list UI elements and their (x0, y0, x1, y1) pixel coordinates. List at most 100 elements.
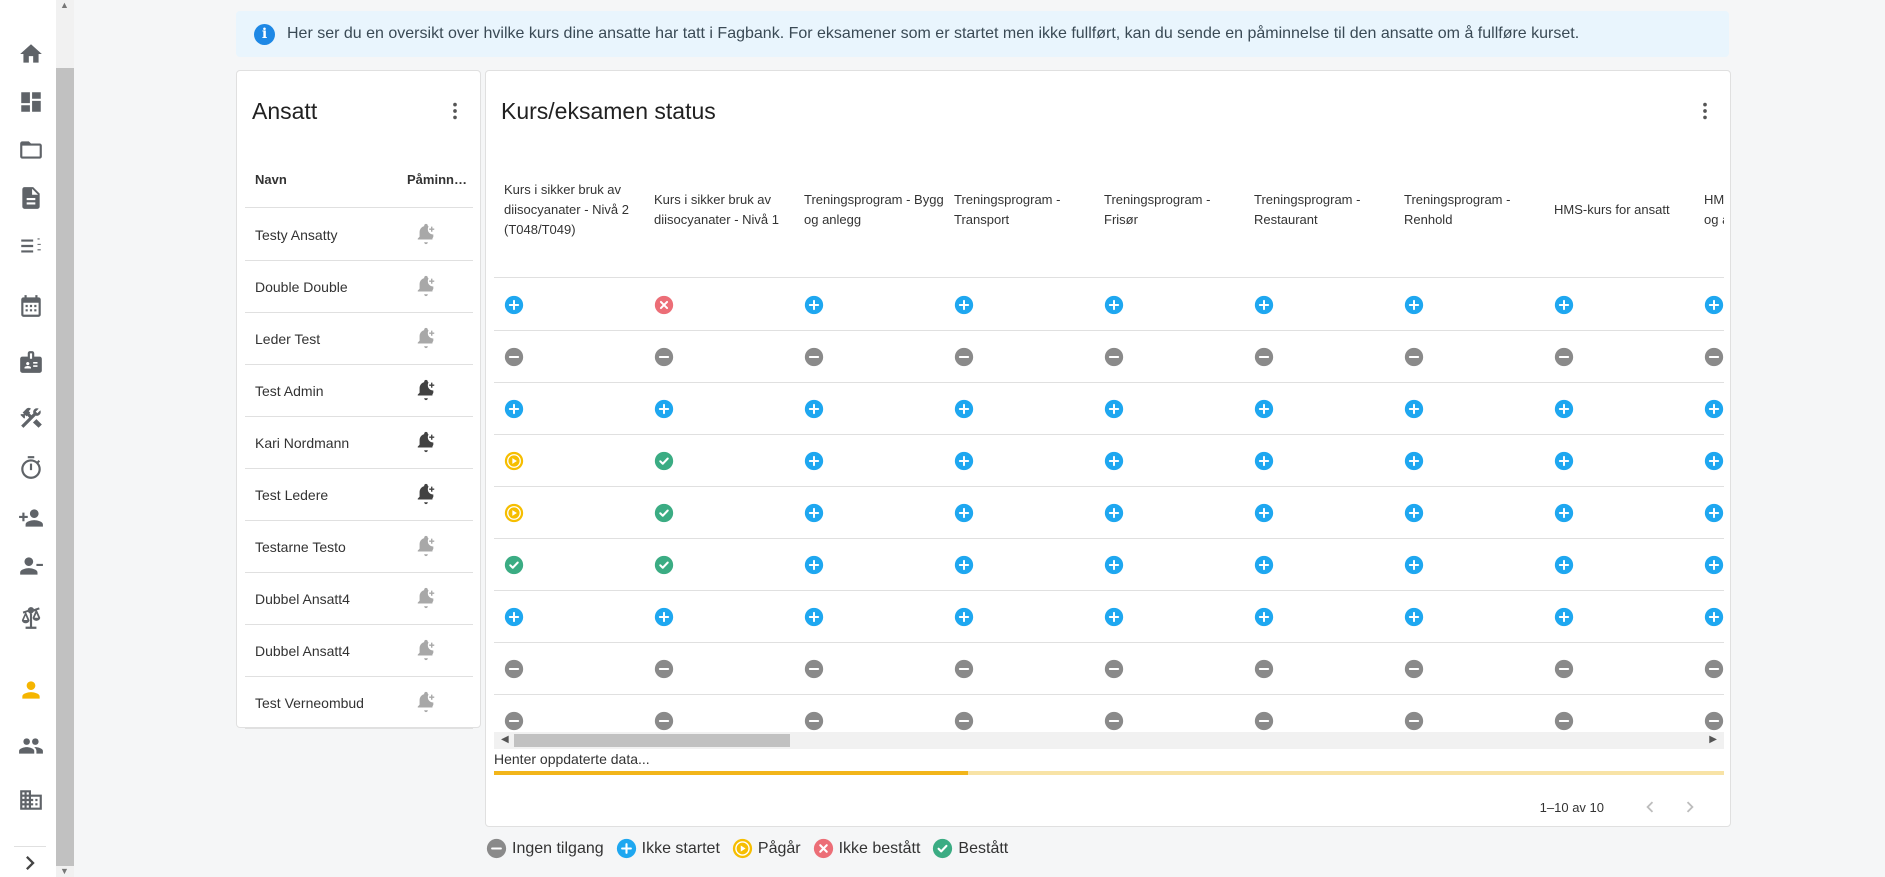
add-alert-icon (417, 639, 435, 661)
play-circle-icon (732, 838, 753, 859)
nav-dashboard-button[interactable] (15, 86, 47, 118)
scroll-right-arrow[interactable]: ▶ (1709, 734, 1717, 745)
status-row (494, 279, 1724, 331)
status-card-title: Kurs/eksamen status (501, 98, 716, 124)
nav-tools-button[interactable] (15, 402, 47, 434)
person-icon (22, 681, 40, 699)
column-header-course[interactable]: Treningsprogram - Restaurant (1254, 141, 1394, 278)
status-cell-not-started (654, 399, 674, 419)
next-page-button[interactable] (1670, 791, 1710, 823)
nav-scrollbar-thumb[interactable] (56, 68, 74, 866)
nav-calendar-button[interactable] (15, 290, 47, 322)
employee-name: Dubbel Ansatt4 (255, 591, 350, 607)
status-cell-in-progress (504, 451, 524, 471)
employee-menu-button[interactable] (443, 99, 467, 123)
status-cell-not-started (1254, 399, 1274, 419)
column-header-name[interactable]: Navn (255, 172, 287, 187)
course-name: HMS-kurs kjemikalier og annet helse (1704, 191, 1724, 227)
employee-row: Double Double (245, 261, 473, 313)
course-name: Treningsprogram - Frisør (1104, 191, 1211, 227)
plus-circle-icon (1704, 451, 1724, 471)
horizontal-scrollbar[interactable]: ◀ ▶ (494, 732, 1724, 749)
nav-folder-button[interactable] (15, 134, 47, 166)
expand-nav-button[interactable] (14, 846, 46, 877)
employee-row: Test Admin (245, 365, 473, 417)
column-header-course[interactable]: Treningsprogram - Bygg og anlegg (804, 141, 944, 278)
side-navigation (0, 0, 56, 877)
horizontal-scrollbar-thumb[interactable] (514, 734, 790, 747)
nav-scale-button[interactable] (15, 602, 47, 634)
status-cell-not-started (1554, 399, 1574, 419)
status-cell-passed (504, 555, 524, 575)
status-cell-not-started (1554, 451, 1574, 471)
employee-name: Leder Test (255, 331, 321, 347)
plus-circle-icon (1404, 295, 1424, 315)
scroll-down-arrow[interactable]: ▼ (60, 866, 69, 876)
nav-building-button[interactable] (15, 784, 47, 816)
minus-circle-icon (1404, 711, 1424, 731)
nav-timer-button[interactable] (15, 452, 47, 484)
nav-document-button[interactable] (15, 182, 47, 214)
nav-remove-person-button[interactable] (15, 550, 47, 582)
add-alert-icon (417, 379, 435, 401)
minus-circle-icon (1704, 711, 1724, 731)
column-header-course[interactable]: Treningsprogram - Frisør (1104, 141, 1244, 278)
status-cell-not-started (1704, 555, 1724, 575)
nav-person-button[interactable] (15, 674, 47, 706)
plus-circle-icon (804, 607, 824, 627)
nav-add-person-button[interactable] (15, 502, 47, 534)
header-divider (494, 277, 1724, 278)
minus-circle-icon (504, 659, 524, 679)
status-cell-no-access (1254, 347, 1274, 367)
add-alert-icon (417, 483, 435, 505)
legend-item-no-access: Ingen tilgang (486, 838, 604, 859)
play-circle-icon (504, 503, 524, 523)
plus-circle-icon (1254, 295, 1274, 315)
send-reminder-button[interactable] (414, 430, 438, 454)
nav-home-button[interactable] (15, 38, 47, 70)
minus-circle-icon (1704, 659, 1724, 679)
column-header-course[interactable]: Kurs i sikker bruk av diisocyanater - Ni… (654, 141, 794, 278)
status-cell-not-started (954, 451, 974, 471)
send-reminder-button[interactable] (414, 482, 438, 506)
status-cell-no-access (1254, 711, 1274, 731)
send-reminder-button (414, 326, 438, 350)
add-alert-icon (417, 327, 435, 349)
minus-circle-icon (1554, 711, 1574, 731)
nav-group-button[interactable] (15, 730, 47, 762)
send-reminder-button[interactable] (414, 378, 438, 402)
minus-circle-icon (504, 347, 524, 367)
scroll-left-arrow[interactable]: ◀ (501, 734, 509, 745)
column-header-course[interactable]: HMS-kurs for ansatt (1554, 141, 1694, 278)
scroll-up-arrow[interactable]: ▲ (60, 0, 69, 10)
status-cell-no-access (1704, 659, 1724, 679)
legend-label: Pågår (757, 839, 801, 857)
column-header-course[interactable]: Kurs i sikker bruk av diisocyanater - Ni… (504, 141, 644, 278)
legend-item-in-progress: Pågår (732, 838, 801, 859)
column-header-course[interactable]: Treningsprogram - Transport (954, 141, 1094, 278)
plus-circle-icon (1704, 607, 1724, 627)
plus-circle-icon (504, 607, 524, 627)
plus-circle-icon (616, 838, 636, 859)
status-row (494, 383, 1724, 435)
minus-circle-icon (1254, 347, 1274, 367)
nav-numbered-list-button[interactable] (15, 230, 47, 262)
scale-icon (21, 607, 41, 629)
status-cell-no-access (954, 711, 974, 731)
nav-badge-button[interactable] (15, 346, 47, 378)
chevron-right-icon (26, 855, 35, 870)
column-header-reminder[interactable]: Påminnelse (407, 172, 467, 187)
nav-scrollbar[interactable]: ▲ ▼ (56, 0, 74, 877)
play-circle-icon (504, 451, 524, 471)
loading-progress-fill (494, 771, 968, 775)
status-cell-no-access (504, 659, 524, 679)
status-cell-passed (654, 555, 674, 575)
previous-page-button[interactable] (1630, 791, 1670, 823)
status-menu-button[interactable] (1693, 99, 1717, 123)
more-vert-icon (1703, 102, 1707, 120)
status-cell-not-started (1254, 295, 1274, 315)
column-header-course[interactable]: Treningsprogram - Renhold (1404, 141, 1544, 278)
status-cell-not-started (1104, 451, 1124, 471)
column-header-course[interactable]: HMS-kurs kjemikalier og annet helse (1704, 141, 1724, 278)
status-cell-not-started (1404, 399, 1424, 419)
